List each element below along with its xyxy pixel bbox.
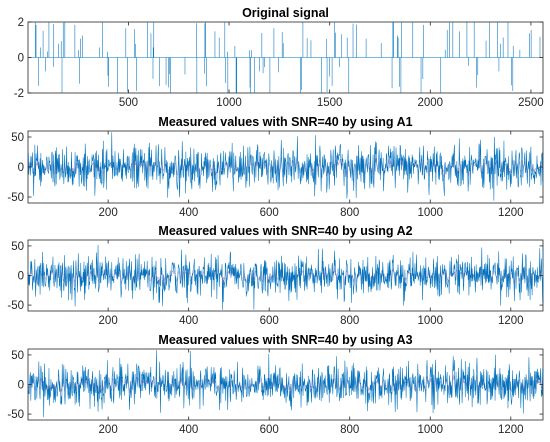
x-tick-label: 1200 xyxy=(498,424,524,436)
x-tick-label: 2500 xyxy=(518,97,544,109)
subplot-measured-a2: 200 400 600 800 1000 1200 -50 0 50 Measured value… xyxy=(7,224,544,327)
subplot-measured-a3: 200 400 600 800 1000 1200 -50 0 50 Measured value… xyxy=(7,333,544,436)
x-tick-label: 500 xyxy=(119,97,138,109)
x-tick-label: 600 xyxy=(260,315,279,327)
y-tick-label: 2 xyxy=(18,17,24,29)
x-tick-label: 200 xyxy=(99,315,118,327)
x-tick-label: 1000 xyxy=(417,315,443,327)
series-line xyxy=(27,350,544,418)
x-tick-label: 1200 xyxy=(498,207,524,219)
y-tick-label: 50 xyxy=(11,350,24,362)
series-line xyxy=(34,22,541,93)
subplot-measured-a1: 200 400 600 800 1000 1200 -50 0 50 Measured value… xyxy=(7,115,544,219)
y-tick-label: 50 xyxy=(11,132,24,144)
x-tick-label: 800 xyxy=(340,207,359,219)
x-tick-label: 600 xyxy=(260,207,279,219)
y-tick-label: 50 xyxy=(11,241,24,253)
x-tick-label: 1500 xyxy=(317,97,343,109)
chart-title: Measured values with SNR=40 by using A3 xyxy=(158,333,412,347)
x-tick-label: 1000 xyxy=(417,424,443,436)
y-tick-label: -50 xyxy=(7,192,24,204)
y-tick-label: 0 xyxy=(18,53,24,65)
x-tick-label: 600 xyxy=(260,424,279,436)
x-tick-label: 400 xyxy=(179,424,198,436)
series-line xyxy=(27,132,544,201)
x-tick-label: 800 xyxy=(340,424,359,436)
x-tick-label: 400 xyxy=(179,207,198,219)
chart-title: Measured values with SNR=40 by using A1 xyxy=(158,115,412,129)
y-tick-label: -50 xyxy=(7,300,24,312)
x-tick-label: 800 xyxy=(340,315,359,327)
chart-title: Original signal xyxy=(242,6,329,20)
x-tick-label: 1200 xyxy=(498,315,524,327)
x-tick-label: 2000 xyxy=(418,97,444,109)
y-tick-label: 0 xyxy=(18,380,24,392)
series-line xyxy=(27,245,544,310)
x-tick-label: 400 xyxy=(179,315,198,327)
y-tick-label: 0 xyxy=(18,271,24,283)
x-tick-label: 200 xyxy=(99,424,118,436)
chart-title: Measured values with SNR=40 by using A2 xyxy=(158,224,412,238)
x-tick-label: 1000 xyxy=(417,207,443,219)
y-tick-label: 0 xyxy=(18,162,24,174)
y-tick-label: -50 xyxy=(7,409,24,421)
subplot-original-signal: 500 1000 1500 2000 2500 -2 0 2 Original signal xyxy=(14,6,544,109)
x-tick-label: 1000 xyxy=(216,97,242,109)
y-tick-label: -2 xyxy=(14,88,24,100)
x-tick-label: 200 xyxy=(99,207,118,219)
